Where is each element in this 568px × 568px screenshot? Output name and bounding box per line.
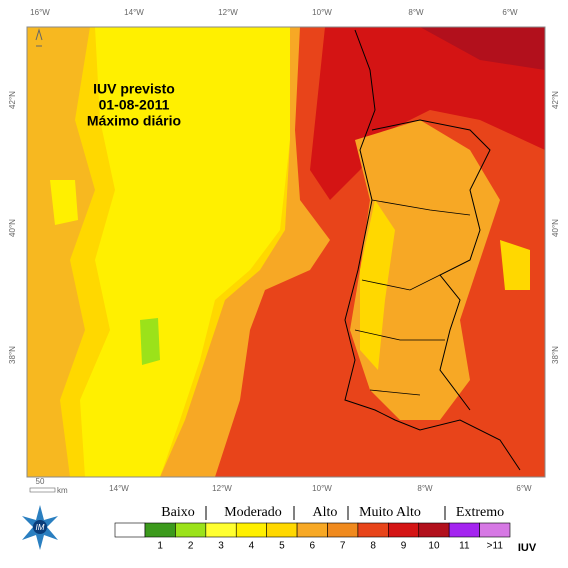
legend-label: >11 bbox=[487, 541, 504, 552]
legend-swatch bbox=[479, 522, 511, 538]
top-label: 14°W bbox=[124, 8, 144, 17]
top-label: 16°W bbox=[30, 8, 50, 17]
legend-group: Baixo bbox=[161, 505, 194, 520]
legend-label: 7 bbox=[340, 541, 346, 552]
bottom-label: 12°W bbox=[212, 484, 232, 493]
legend-swatch bbox=[175, 522, 207, 538]
legend-swatch bbox=[357, 522, 389, 538]
legend-swatch bbox=[296, 522, 328, 538]
legend-label: 10 bbox=[428, 541, 440, 552]
legend-label: 5 bbox=[279, 541, 285, 552]
map bbox=[26, 26, 546, 478]
legend-swatch bbox=[448, 522, 480, 538]
svg-text:IM: IM bbox=[36, 523, 45, 532]
bottom-label: 10°W bbox=[312, 484, 332, 493]
scale-bar: 50 km bbox=[29, 477, 68, 495]
legend-label: 8 bbox=[370, 541, 376, 552]
right-label: 42°N bbox=[551, 91, 560, 109]
top-label: 8°W bbox=[408, 8, 424, 17]
title-line: 01-08-2011 bbox=[99, 97, 170, 113]
legend-label: 4 bbox=[249, 541, 255, 552]
legend: Baixo Moderado Alto Muito Alto Extremo I… bbox=[114, 505, 537, 554]
legend-group: Alto bbox=[313, 505, 338, 520]
legend-swatch bbox=[144, 522, 176, 538]
left-label: 40°N bbox=[8, 219, 17, 237]
legend-label: 2 bbox=[188, 541, 194, 552]
right-label: 40°N bbox=[551, 219, 560, 237]
bottom-label: 8°W bbox=[417, 484, 433, 493]
title-line: Máximo diário bbox=[87, 113, 181, 129]
legend-group: Extremo bbox=[456, 505, 504, 520]
legend-group: Moderado bbox=[224, 505, 282, 520]
blank-swatch bbox=[114, 522, 146, 538]
legend-unit: IUV bbox=[518, 542, 537, 554]
legend-label: 3 bbox=[218, 541, 224, 552]
legend-label: 1 bbox=[157, 541, 163, 552]
left-label: 38°N bbox=[8, 346, 17, 364]
left-label: 42°N bbox=[8, 91, 17, 109]
legend-label: 9 bbox=[401, 541, 407, 552]
logo: IM bbox=[22, 505, 58, 550]
right-label: 38°N bbox=[551, 346, 560, 364]
title-line: IUV previsto bbox=[93, 81, 175, 97]
legend-swatch bbox=[235, 522, 267, 538]
legend-swatch bbox=[205, 522, 237, 538]
bottom-label: 14°W bbox=[109, 484, 129, 493]
scale-unit: km bbox=[57, 486, 68, 495]
bottom-label: 6°W bbox=[516, 484, 532, 493]
legend-swatch bbox=[388, 522, 420, 538]
scale-distance: 50 bbox=[36, 477, 45, 486]
legend-swatch bbox=[327, 522, 359, 538]
legend-label: 6 bbox=[310, 541, 316, 552]
legend-swatch bbox=[266, 522, 298, 538]
top-label: 6°W bbox=[502, 8, 518, 17]
top-label: 10°W bbox=[312, 8, 332, 17]
axis-labels: 16°W 14°W 12°W 10°W 8°W 6°W 14°W 12°W 10… bbox=[8, 8, 560, 493]
top-label: 12°W bbox=[218, 8, 238, 17]
map-title: IUV previsto 01-08-2011 Máximo diário bbox=[87, 81, 181, 129]
legend-label: 11 bbox=[459, 541, 470, 552]
legend-group: Muito Alto bbox=[359, 505, 421, 520]
legend-swatch bbox=[418, 522, 450, 538]
